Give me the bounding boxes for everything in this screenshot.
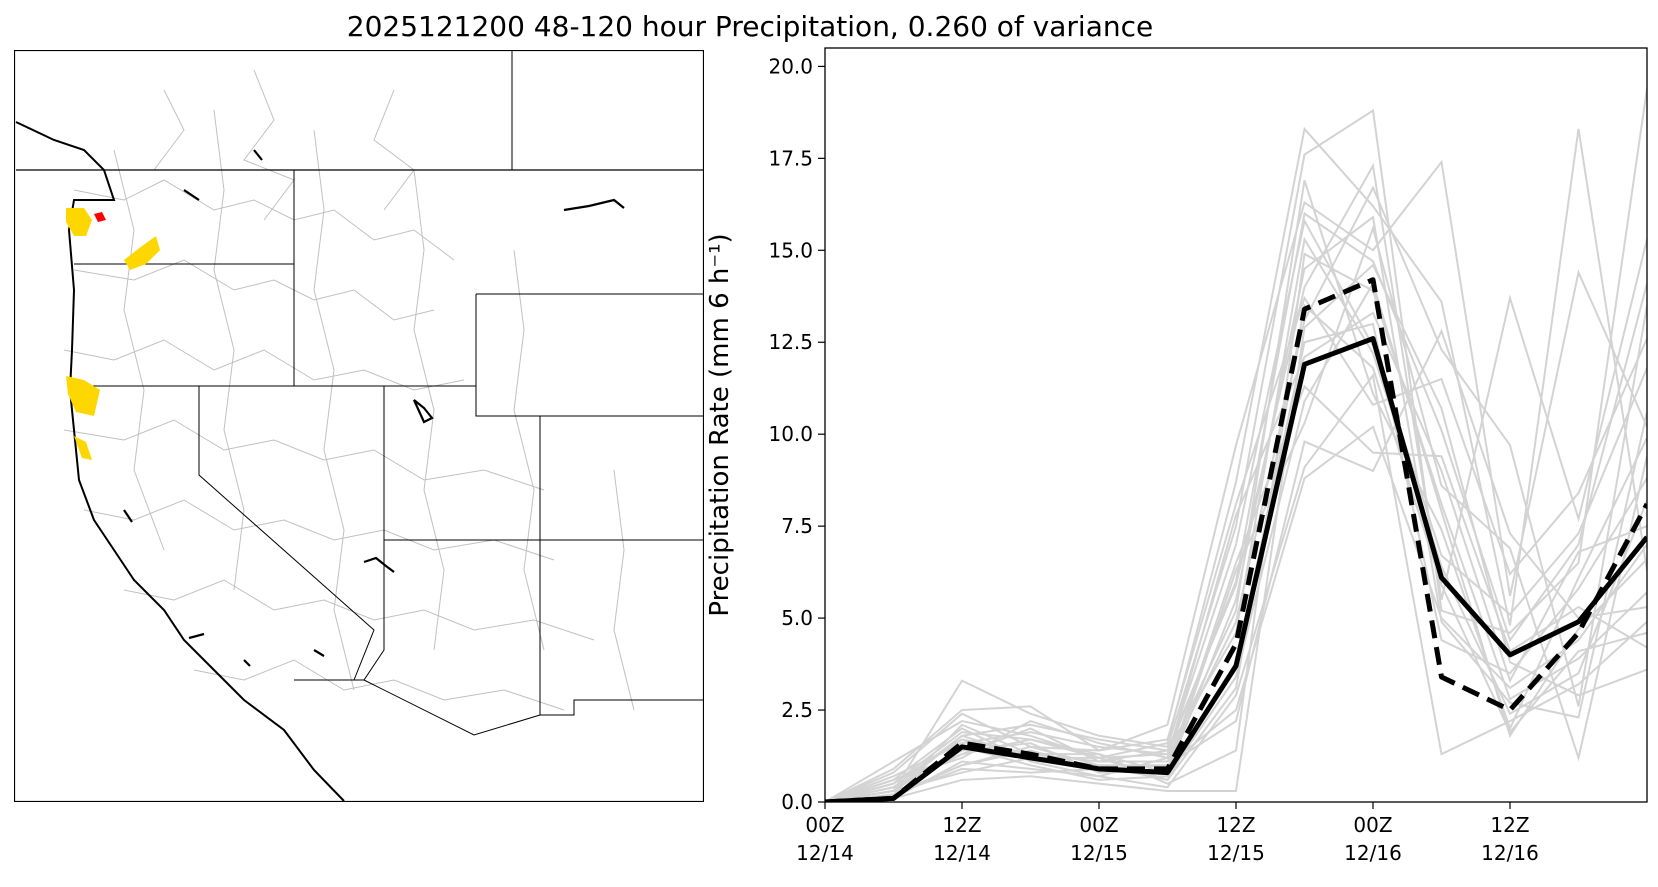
y-tick-label: 17.5 (768, 146, 813, 170)
y-tick-label: 7.5 (781, 514, 813, 538)
highlight-basin (66, 208, 92, 236)
member-line (825, 185, 1647, 802)
member-line (825, 215, 1647, 802)
y-axis-ticks: 0.0 2.5 5.0 7.5 10.0 12.5 15.0 17.5 20.0 (768, 54, 825, 814)
member-line (825, 180, 1647, 802)
y-axis-label: Precipitation Rate (mm 6 h⁻¹) (705, 233, 735, 616)
coastline (15, 121, 345, 802)
highlight-basin-red (94, 212, 106, 222)
mean-lines (825, 277, 1647, 802)
member-line (825, 159, 1647, 802)
member-line (825, 328, 1647, 802)
member-line (825, 162, 1647, 802)
highlight-basin (66, 376, 100, 416)
member-line (825, 311, 1647, 802)
x-tick-label-date: 12/15 (1070, 841, 1128, 865)
y-tick-label: 2.5 (781, 698, 813, 722)
x-tick-label-date: 12/14 (933, 841, 991, 865)
member-line (825, 224, 1647, 802)
mean-line-solid (825, 336, 1647, 802)
x-tick-label-date: 12/16 (1344, 841, 1402, 865)
member-lines (825, 88, 1647, 802)
member-line (825, 322, 1647, 802)
member-line (825, 303, 1647, 802)
map-panel (13, 49, 705, 803)
member-line (825, 252, 1647, 802)
x-tick-label-time: 12Z (1216, 813, 1255, 837)
x-tick-label-time: 12Z (1490, 813, 1529, 837)
mean-line-dashed (825, 277, 1647, 802)
map-icon (13, 49, 705, 803)
x-tick-label-date: 12/14 (796, 841, 854, 865)
member-line (825, 126, 1647, 802)
state-borders (74, 170, 705, 736)
member-line (825, 280, 1647, 802)
y-tick-label: 12.5 (768, 330, 813, 354)
x-tick-label-date: 12/15 (1207, 841, 1265, 865)
y-tick-label: 5.0 (781, 606, 813, 630)
y-tick-label: 10.0 (768, 422, 813, 446)
member-line (825, 218, 1647, 802)
y-tick-label: 20.0 (768, 54, 813, 78)
member-line (825, 372, 1647, 802)
member-line (825, 211, 1647, 802)
member-line (825, 263, 1647, 802)
x-axis-ticks: 00Z 12/14 12Z 12/14 00Z 12/15 12Z 12/15 00Z 12/16… (796, 802, 1539, 865)
x-tick-label-time: 12Z (942, 813, 981, 837)
y-tick-label: 15.0 (768, 238, 813, 262)
highlight-basin (124, 236, 160, 270)
member-line (825, 295, 1647, 802)
y-tick-label: 0.0 (781, 790, 813, 814)
lakes (123, 149, 625, 667)
member-line (825, 88, 1647, 802)
figure-title: 2025121200 48-120 hour Precipitation, 0.… (346, 10, 1154, 43)
member-line (825, 236, 1647, 802)
plot-frame (824, 47, 1648, 803)
member-line (825, 384, 1647, 802)
member-line (825, 425, 1647, 802)
x-tick-label-time: 00Z (1079, 813, 1118, 837)
x-tick-label-time: 00Z (805, 813, 844, 837)
x-tick-label-time: 00Z (1353, 813, 1392, 837)
x-tick-label-date: 12/16 (1481, 841, 1539, 865)
highlight-basin (74, 436, 92, 460)
